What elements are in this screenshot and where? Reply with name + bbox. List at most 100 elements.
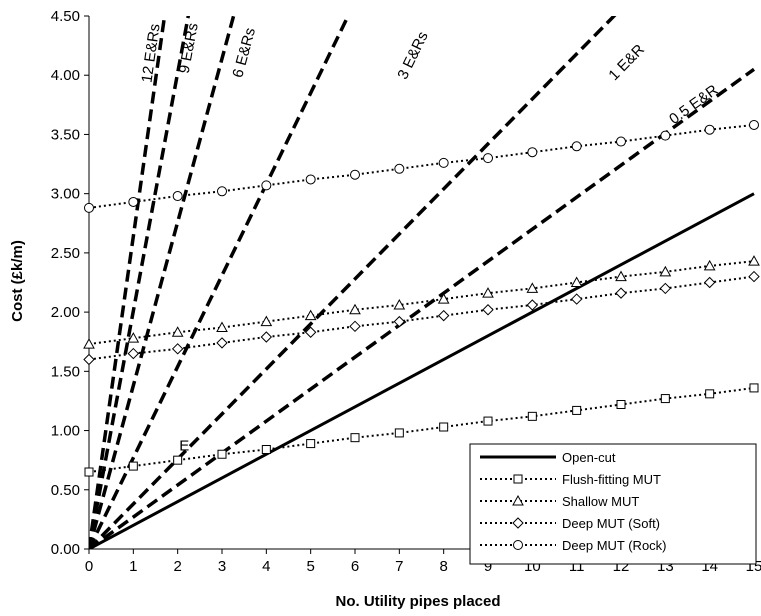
x-tick-label: 9: [484, 558, 492, 575]
triangle-marker: [171, 326, 184, 337]
square-marker: [128, 461, 138, 471]
dashed-line-series: [89, 16, 167, 549]
circle-marker: [128, 196, 139, 207]
dashed-line-series: [89, 16, 236, 549]
y-tick-label: 0.50: [51, 482, 80, 499]
x-tick-label: 5: [306, 558, 314, 575]
triangle-marker: [393, 298, 406, 310]
square-marker: [660, 394, 670, 404]
x-tick-label: 8: [439, 558, 447, 575]
x-tick-label: 1: [129, 558, 137, 575]
diamond-marker: [393, 315, 406, 328]
y-axis-title: Cost (£k/m): [9, 240, 26, 322]
dashed-line-series: [89, 16, 351, 549]
circle-marker: [350, 169, 360, 180]
triangle-marker: [83, 338, 95, 349]
circle-marker: [172, 191, 183, 202]
y-tick-label: 4.00: [51, 67, 80, 84]
circle-marker: [438, 157, 449, 168]
circle-marker: [394, 163, 405, 174]
triangle-marker: [349, 303, 361, 315]
diamond-marker: [703, 276, 716, 289]
triangle-marker: [703, 259, 716, 271]
square-marker: [84, 467, 94, 477]
diamond-marker: [482, 304, 494, 316]
circle-marker: [749, 119, 759, 130]
diamond-marker: [748, 270, 760, 283]
legend-label: Shallow MUT: [562, 494, 639, 509]
diamond-marker: [615, 287, 627, 299]
legend-label: Open-cut: [562, 450, 616, 465]
y-tick-label: 3.00: [51, 186, 80, 203]
triangle-marker: [216, 321, 228, 333]
dotted-series-line: [89, 275, 755, 361]
triangle-marker: [659, 265, 672, 277]
x-tick-label: 6: [351, 558, 359, 575]
circle-marker: [84, 202, 94, 213]
square-marker: [261, 445, 271, 455]
diamond-marker: [659, 282, 672, 295]
x-tick-label: 7: [395, 558, 403, 575]
x-axis-title: No. Utility pipes placed: [335, 593, 500, 610]
triangle-marker: [304, 309, 317, 321]
diamond-marker: [127, 347, 140, 360]
square-marker: [616, 399, 626, 409]
dotted-series-line: [89, 260, 755, 346]
square-marker: [527, 411, 537, 421]
diamond-marker: [349, 320, 361, 333]
x-tick-label: 2: [173, 558, 181, 575]
circle-marker: [305, 174, 316, 185]
legend-label: Flush-fitting MUT: [562, 472, 661, 487]
diamond-marker: [304, 326, 317, 338]
square-marker: [350, 433, 360, 443]
square-marker: [173, 455, 183, 465]
dashed-line-label: 0.5 E&R: [666, 81, 721, 128]
circle-marker: [704, 124, 715, 135]
circle-marker: [513, 540, 523, 550]
y-tick-label: 1.00: [51, 423, 80, 440]
triangle-marker: [526, 282, 539, 293]
diamond-marker: [260, 331, 273, 343]
legend-label: Deep MUT (Rock): [562, 538, 667, 553]
circle-marker: [483, 153, 493, 164]
circle-marker: [616, 136, 626, 147]
circle-marker: [660, 130, 671, 141]
dashed-line-label: 6 E&Rs: [229, 26, 259, 80]
triangle-marker: [512, 494, 524, 506]
diamond-marker: [570, 293, 583, 305]
legend: Open-cut Flush-fitting MUT Shallow MUT Deep…: [469, 443, 757, 565]
diamond-marker: [512, 517, 524, 529]
triangle-marker: [437, 293, 450, 304]
series-markers: [84, 119, 759, 213]
triangle-marker: [127, 332, 140, 343]
diamond-marker: [526, 299, 539, 311]
square-marker: [572, 405, 582, 415]
open-cut-line: [89, 192, 755, 549]
series-markers: [83, 255, 760, 349]
series-markers: [84, 383, 759, 477]
dotted-series-line: [89, 123, 755, 209]
x-tick-label: 4: [262, 558, 270, 575]
circle-marker: [527, 147, 538, 158]
y-tick-label: 1.50: [51, 363, 80, 380]
dashed-line-series: [89, 67, 756, 549]
diamond-marker: [437, 309, 450, 322]
y-tick-label: 0.00: [51, 541, 80, 558]
dashed-line-series: [89, 16, 191, 549]
legend-entry: Flush-fitting MUT: [480, 472, 661, 487]
square-marker: [439, 422, 449, 432]
dashed-line-label: 1 E&R: [605, 41, 648, 84]
dotted-series-line: [89, 386, 755, 474]
legend-label: Deep MUT (Soft): [562, 516, 660, 531]
y-tick-label: 3.50: [51, 126, 80, 143]
legend-entry: Open-cut: [480, 450, 616, 465]
square-marker: [217, 449, 227, 459]
dashed-line-label: 9 E&Rs: [176, 22, 202, 75]
square-marker: [394, 428, 404, 438]
triangle-marker: [482, 287, 494, 298]
square-marker: [749, 383, 759, 393]
annotation-label: E: [179, 438, 189, 455]
circle-marker: [571, 141, 582, 152]
triangle-marker: [748, 255, 760, 266]
